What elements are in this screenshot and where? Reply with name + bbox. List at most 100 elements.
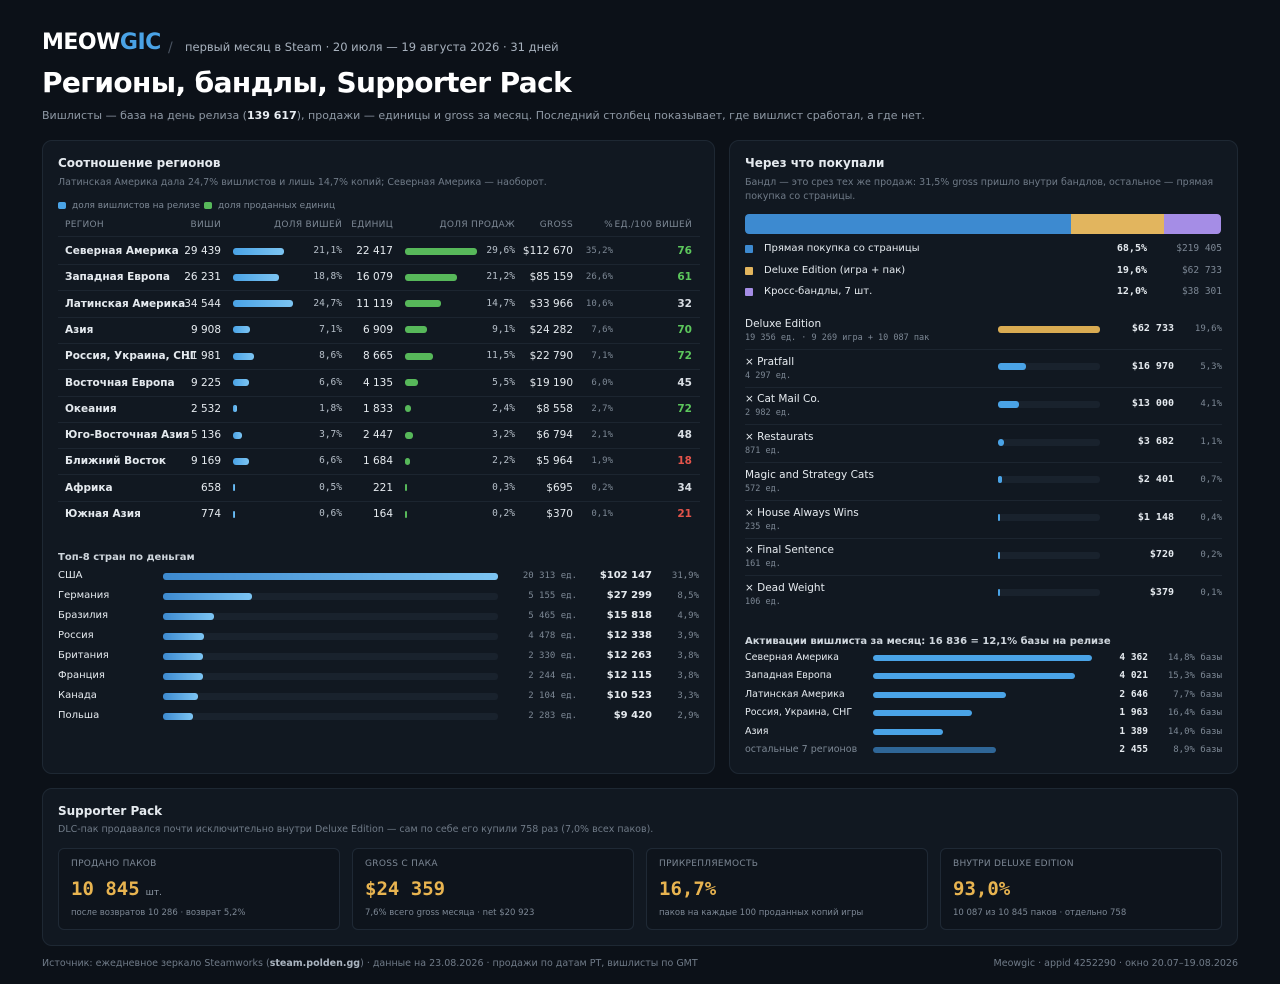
wish-share: 3,7% <box>319 429 342 441</box>
bundle-bar <box>998 438 1004 446</box>
activation-base-share: 14,0% базы <box>1167 726 1222 737</box>
stat-value: 10 845 шт. <box>71 878 162 900</box>
country-gross: $102 147 <box>599 570 652 581</box>
region-name: Россия, Украина, СНГ <box>65 350 197 363</box>
legend-swatch <box>745 266 753 275</box>
channels-panel <box>729 140 1238 774</box>
wishes: 658 <box>200 481 221 494</box>
legend-label: доля вишлистов на релизе <box>72 201 201 211</box>
column-header: ДОЛЯ ВИШЕЙ <box>274 220 342 230</box>
wishes: 9 169 <box>190 455 221 468</box>
per-100-wishes: 18 <box>677 455 692 468</box>
bundle-bar <box>998 514 1001 521</box>
segment-share: 68,5% <box>1116 243 1147 254</box>
bundle-detail: 572 ед. <box>745 483 781 494</box>
stat-card <box>646 848 928 930</box>
row-separator <box>58 421 700 423</box>
units: 2 447 <box>362 429 393 442</box>
country-share: 2,9% <box>677 711 699 721</box>
country-bar <box>163 712 194 720</box>
country-name: США <box>58 570 83 581</box>
bar-track <box>998 363 1100 371</box>
bundle-gross: $16 970 <box>1131 360 1174 372</box>
country-units: 5 155 ед. <box>528 591 577 601</box>
country-bar <box>163 572 498 580</box>
bundle-gross: $3 682 <box>1137 436 1174 448</box>
country-gross: $15 818 <box>606 610 652 621</box>
region-name: Юго-Восточная Азия <box>65 429 190 442</box>
wish-share-bar <box>233 431 242 439</box>
row-separator <box>58 342 700 344</box>
gross-pct: 0,1% <box>591 509 613 519</box>
row-separator <box>58 500 700 502</box>
per-100-wishes: 32 <box>677 297 692 310</box>
gross-pct: 35,2% <box>585 246 613 256</box>
panel-title: Через что покупали <box>745 156 885 170</box>
country-bar <box>163 632 204 640</box>
sales-share-bar <box>405 326 428 334</box>
gross-pct: 2,7% <box>591 403 613 414</box>
activation-base-share: 7,7% базы <box>1173 689 1222 700</box>
footer-meta: Meowgic · appid 4252290 · окно 20.07–19.… <box>993 958 1238 969</box>
wishes: 11 981 <box>184 350 221 363</box>
per-100-wishes: 45 <box>677 376 692 389</box>
bundle-bar <box>998 325 1100 333</box>
country-share: 8,5% <box>677 591 699 601</box>
per-100-wishes: 72 <box>677 402 692 415</box>
description: Вишлисты — база на день релиза (139 617)… <box>42 109 925 122</box>
wish-share-bar <box>233 510 235 518</box>
row-separator <box>58 264 700 265</box>
row-separator <box>58 236 700 237</box>
brand-b: GIC <box>119 30 161 55</box>
sales-share: 29,6% <box>486 245 515 256</box>
activation-bar <box>873 655 1092 661</box>
activation-region: Западная Европа <box>745 670 832 682</box>
country-gross: $9 420 <box>613 710 652 721</box>
gross: $6 794 <box>536 429 573 442</box>
region-name: Азия <box>65 323 94 336</box>
stat-note: 10 087 из 10 845 паков · отдельно 758 <box>953 908 1127 918</box>
units: 8 665 <box>362 350 393 363</box>
subtitle: первый месяц в Steam · 20 июля — 19 авгу… <box>185 40 559 54</box>
sales-share: 14,7% <box>486 297 515 309</box>
gross-pct: 26,6% <box>585 272 613 283</box>
sales-share-bar <box>405 247 477 255</box>
activation-base-share: 15,3% базы <box>1167 671 1222 682</box>
stat-card <box>58 848 340 930</box>
country-share: 4,9% <box>677 611 699 621</box>
sales-share-bar <box>405 352 433 360</box>
wish-share: 7,1% <box>319 323 342 335</box>
activation-base-share: 16,4% базы <box>1167 708 1222 719</box>
wishes: 34 544 <box>184 297 221 310</box>
units: 1 684 <box>362 455 393 468</box>
wishes: 2 532 <box>190 402 221 415</box>
per-100-wishes: 61 <box>677 271 692 284</box>
region-name: Ближний Восток <box>65 455 166 468</box>
gross: $33 966 <box>529 297 573 310</box>
row-separator <box>745 349 1222 350</box>
section-title: Активации вишлиста за месяц: 16 836 = 12… <box>745 636 1111 647</box>
bundle-name: Deluxe Edition <box>745 318 822 330</box>
bundle-detail: 161 ед. <box>745 559 781 570</box>
country-units: 2 330 ед. <box>528 651 577 661</box>
row-separator <box>745 499 1222 501</box>
wishes: 774 <box>200 508 221 520</box>
column-header: ВИШИ <box>190 220 221 230</box>
gross: $24 282 <box>529 323 573 336</box>
wish-share-bar <box>233 379 250 386</box>
activation-count: 1 389 <box>1119 725 1148 737</box>
stat-value: 16,7% <box>659 878 717 900</box>
country-units: 2 244 ед. <box>528 671 577 681</box>
row-separator <box>58 395 700 397</box>
stat-label: GROSS С ПАКА <box>365 859 438 869</box>
bundle-bar <box>998 551 1000 559</box>
units: 4 135 <box>362 376 393 389</box>
footer-source: Источник: ежедневное зеркало Steamworks … <box>42 958 698 969</box>
stat-card <box>352 848 634 930</box>
country-share: 3,8% <box>677 651 699 661</box>
legend-swatch <box>745 288 753 296</box>
segment-gross: $38 301 <box>1181 286 1222 297</box>
gross-pct: 7,1% <box>591 351 613 362</box>
wish-share-bar <box>233 405 238 413</box>
